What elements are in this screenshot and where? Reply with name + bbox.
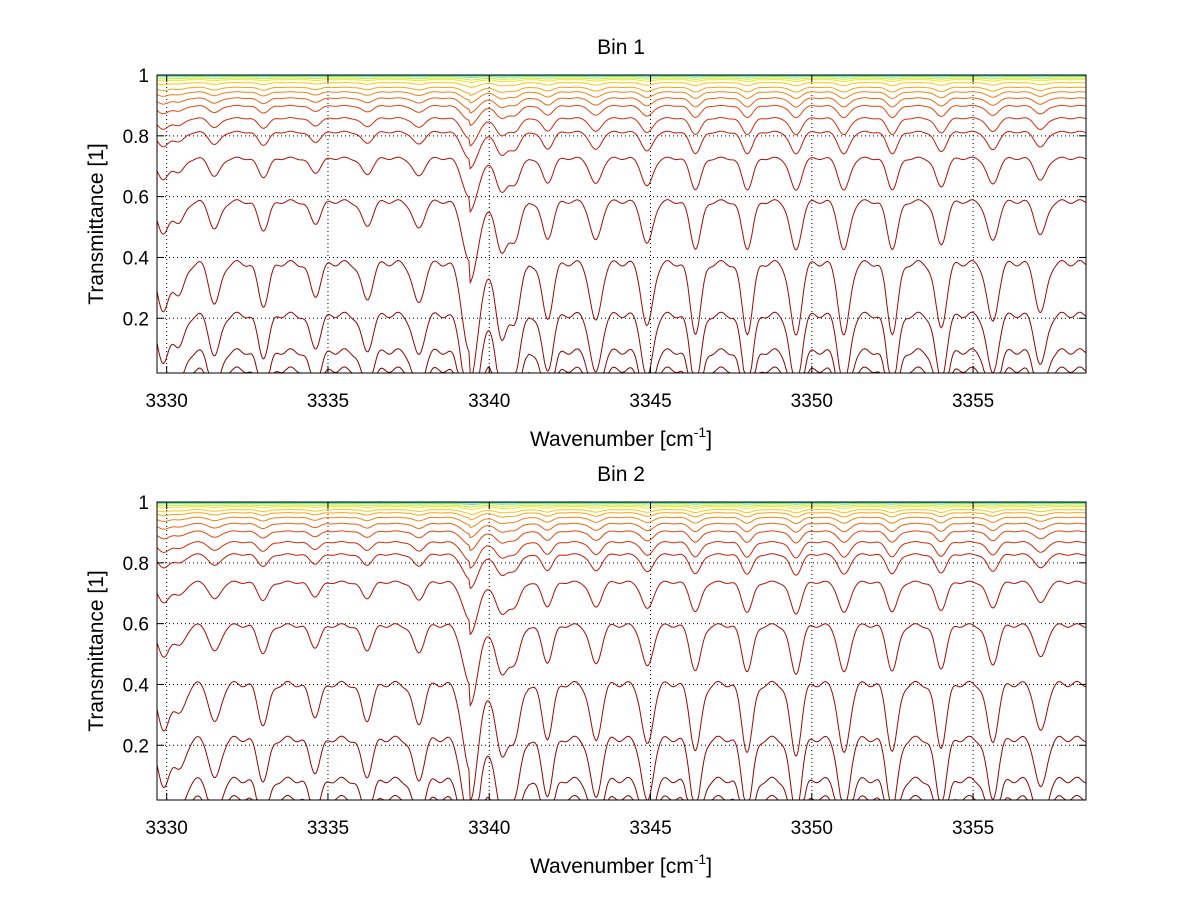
- series-line: [156, 553, 1086, 590]
- x-axis-label-superscript: -1: [694, 424, 707, 440]
- y-tick-labels: 0.2 0.4 0.6 0.8 1: [123, 66, 150, 330]
- series-line: [156, 259, 1087, 374]
- series-line: [156, 522, 1086, 539]
- x-tick-label: 3340: [468, 818, 510, 839]
- x-tick-label: 3345: [629, 818, 671, 839]
- x-axis-label: Wavenumber [cm-1]: [530, 851, 712, 878]
- grid: [157, 74, 1086, 373]
- series-line: [156, 82, 1087, 89]
- series-line: [157, 366, 1087, 374]
- series-line: [156, 91, 1087, 104]
- y-axis-label: Transmittance [1]: [85, 570, 108, 731]
- series-line: [156, 509, 1086, 516]
- x-tick-label: 3350: [791, 391, 833, 412]
- series-line: [156, 156, 1087, 214]
- series-line: [157, 776, 1087, 801]
- y-tick-label: 0.6: [123, 188, 149, 209]
- tick-marks: [157, 501, 1086, 800]
- series-line: [156, 504, 1086, 508]
- tick-marks: [157, 74, 1086, 373]
- axes-box: [156, 501, 1087, 801]
- x-axis-label-superscript: -1: [694, 851, 707, 867]
- series-line: [156, 580, 1087, 636]
- chart-title: Bin 2: [597, 463, 645, 486]
- series-group: [156, 501, 1087, 801]
- series-group: [156, 74, 1087, 374]
- x-tick-label: 3355: [952, 391, 994, 412]
- y-tick-label: 0.6: [123, 615, 149, 636]
- series-line: [156, 97, 1087, 114]
- series-line: [156, 540, 1086, 569]
- x-axis-label-main: Wavenumber [cm: [530, 428, 694, 451]
- series-line: [156, 86, 1086, 96]
- y-tick-label: 0.4: [123, 248, 150, 269]
- axes-box: [156, 74, 1087, 374]
- series-line: [156, 79, 1087, 84]
- x-tick-label: 3335: [307, 391, 349, 412]
- x-tick-label: 3350: [791, 818, 833, 839]
- series-line: [156, 680, 1087, 801]
- x-axis-label-end: ]: [706, 855, 712, 878]
- series-line: [156, 199, 1087, 285]
- series-line: [156, 530, 1086, 551]
- series-line: [157, 503, 1086, 505]
- y-tick-label: 0.4: [123, 675, 150, 696]
- y-tick-label: 0.8: [123, 554, 149, 575]
- series-line: [156, 735, 1087, 801]
- x-tick-label: 3335: [307, 818, 349, 839]
- series-line: [156, 130, 1087, 170]
- x-tick-label: 3330: [146, 818, 188, 839]
- series-line: [157, 794, 1086, 801]
- series-line: [156, 516, 1087, 528]
- series-line: [156, 311, 1087, 374]
- y-tick-label: 0.8: [123, 127, 149, 148]
- y-axis-label: Transmittance [1]: [85, 143, 108, 304]
- x-tick-label: 3355: [952, 818, 994, 839]
- series-line: [156, 117, 1087, 147]
- panel-bin-1: Bin 1 Transmittance [1] Wavenumber [cm-1…: [85, 36, 1087, 451]
- series-line: [156, 623, 1087, 708]
- y-tick-label: 1: [138, 66, 149, 87]
- y-tick-label: 0.2: [123, 309, 149, 330]
- x-axis-label: Wavenumber [cm-1]: [530, 424, 712, 451]
- x-axis-label-end: ]: [706, 428, 712, 451]
- x-tick-labels: 3330 3335 3340 3345 3350 3355: [146, 818, 995, 839]
- series-line: [157, 76, 1087, 78]
- y-tick-label: 1: [138, 493, 149, 514]
- series-line: [156, 506, 1086, 511]
- panel-bin-2: Bin 2 Transmittance [1] Wavenumber [cm-1…: [85, 463, 1087, 878]
- x-tick-label: 3345: [629, 391, 671, 412]
- x-tick-label: 3340: [468, 391, 510, 412]
- y-tick-label: 0.2: [123, 736, 149, 757]
- series-line: [156, 77, 1086, 81]
- x-tick-label: 3330: [146, 391, 188, 412]
- x-axis-label-main: Wavenumber [cm: [530, 855, 694, 878]
- series-line: [156, 512, 1087, 521]
- series-line: [156, 104, 1087, 127]
- chart-title: Bin 1: [597, 36, 645, 59]
- x-tick-labels: 3330 3335 3340 3345 3350 3355: [146, 391, 995, 412]
- y-tick-labels: 0.2 0.4 0.6 0.8 1: [123, 493, 150, 757]
